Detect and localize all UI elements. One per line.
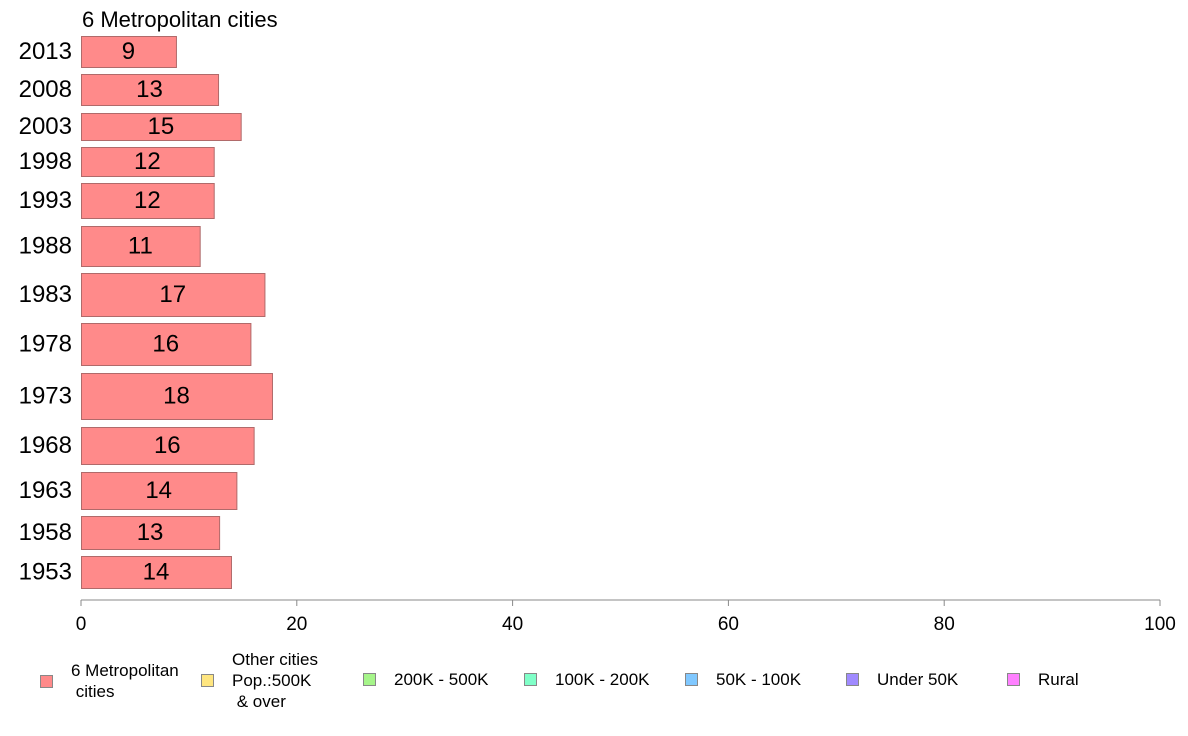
x-tick-label: 80	[934, 614, 955, 635]
legend-swatch-rural	[1007, 673, 1020, 686]
year-label: 2008	[19, 76, 72, 103]
year-label: 1968	[19, 432, 72, 459]
legend-swatch-metropolitan	[40, 674, 53, 688]
bar-value-label: 14	[143, 559, 170, 586]
bar-value-label: 12	[134, 187, 161, 214]
legend-swatch-under-50k	[846, 673, 859, 686]
year-label: 1978	[19, 331, 72, 358]
legend-swatch-200k-500k	[363, 673, 376, 686]
bar-1968	[81, 427, 255, 465]
year-label: 1963	[19, 477, 72, 504]
legend-item: Other cities Pop.:500K & over	[201, 649, 318, 712]
bar-1983	[81, 273, 266, 317]
bar-value-label: 12	[134, 148, 161, 175]
legend-item: 100K - 200K	[524, 669, 650, 690]
bar-1953	[81, 556, 232, 589]
legend-swatch-50k-100k	[685, 673, 698, 686]
bar-1998	[81, 147, 215, 177]
bar-value-label: 13	[136, 76, 163, 103]
legend-swatch-100k-200k	[524, 673, 537, 686]
legend-label: 6 Metropolitan cities	[71, 661, 179, 701]
year-label: 1983	[19, 281, 72, 308]
legend-label: Rural	[1038, 670, 1079, 689]
x-tick-label: 40	[502, 614, 523, 635]
bar-value-label: 9	[122, 38, 135, 65]
year-label: 2013	[19, 38, 72, 65]
x-tick-label: 20	[286, 614, 307, 635]
legend-swatch-other-cities	[201, 674, 214, 687]
chart-title: 6 Metropolitan cities	[82, 7, 278, 32]
legend-label: Other cities Pop.:500K & over	[232, 650, 318, 711]
year-label: 1953	[19, 559, 72, 586]
bar-value-label: 18	[163, 383, 190, 410]
bar-1963	[81, 472, 238, 510]
bar-1958	[81, 516, 221, 550]
bar-1988	[81, 226, 201, 267]
bar-value-label: 15	[147, 113, 174, 140]
x-tick-label: 60	[718, 614, 739, 635]
year-label: 1973	[19, 383, 72, 410]
legend-label: 200K - 500K	[394, 670, 489, 689]
bar-value-label: 17	[159, 281, 186, 308]
bar-value-label: 14	[145, 477, 172, 504]
bar-1973	[81, 373, 273, 420]
bar-chart: 6 Metropolitan cities 920131320081520031…	[19, 7, 1176, 635]
legend: 6 Metropolitan cities Other cities Pop.:…	[0, 645, 1188, 725]
year-label: 1998	[19, 148, 72, 175]
legend-item: Rural	[1007, 669, 1079, 690]
x-tick-label: 100	[1144, 614, 1176, 635]
legend-item: 6 Metropolitan cities	[40, 660, 179, 702]
year-label: 1988	[19, 233, 72, 260]
bar-1993	[81, 183, 215, 219]
legend-item: Under 50K	[846, 669, 958, 690]
bar-2003	[81, 113, 242, 141]
legend-label: 50K - 100K	[716, 670, 802, 689]
year-label: 2003	[19, 113, 72, 140]
year-label: 1993	[19, 187, 72, 214]
legend-item: 200K - 500K	[363, 669, 489, 690]
legend-label: 100K - 200K	[555, 670, 650, 689]
bar-2013	[81, 36, 177, 68]
x-tick-label: 0	[76, 614, 87, 635]
bar-value-label: 13	[137, 519, 164, 546]
bar-value-label: 11	[128, 233, 153, 260]
bar-value-label: 16	[154, 432, 181, 459]
legend-label: Under 50K	[877, 670, 959, 689]
bar-value-label: 16	[152, 331, 179, 358]
legend-item: 50K - 100K	[685, 669, 801, 690]
year-label: 1958	[19, 519, 72, 546]
bar-1978	[81, 323, 252, 366]
bar-2008	[81, 74, 220, 106]
